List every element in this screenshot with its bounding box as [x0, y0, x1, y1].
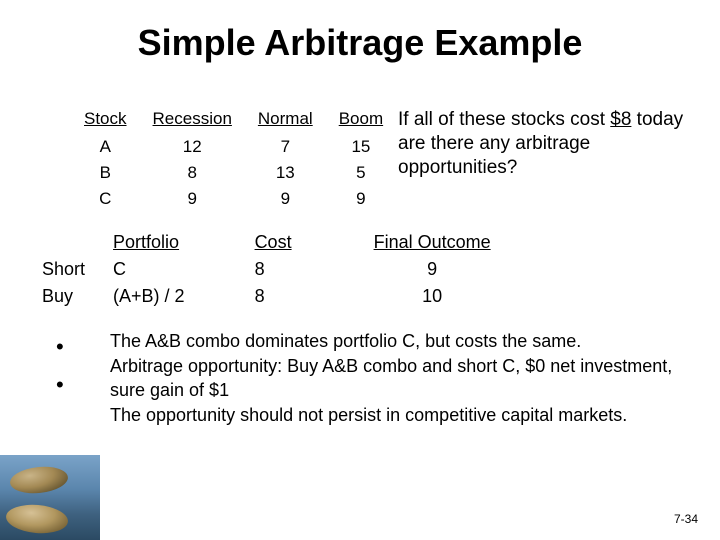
col-portfolio: Portfolio — [113, 232, 179, 252]
cell: 7 — [246, 135, 325, 159]
cell: 9 — [327, 187, 395, 211]
col-outcome: Final Outcome — [374, 232, 491, 252]
col-normal: Normal — [258, 109, 313, 128]
cell: 15 — [327, 135, 395, 159]
pf-action: Short — [34, 257, 103, 282]
decorative-image — [0, 455, 100, 540]
cell: 5 — [327, 161, 395, 185]
bullet-text: Arbitrage opportunity: Buy A&B combo and… — [110, 355, 676, 402]
question-text: If all of these stocks cost $8 today are… — [398, 108, 698, 179]
stone-icon — [9, 464, 69, 496]
cell: A — [72, 135, 139, 159]
question-price: $8 — [610, 109, 631, 130]
slide-title: Simple Arbitrage Example — [0, 0, 720, 64]
portfolio-table: Portfolio Cost Final Outcome Short C 8 9… — [32, 228, 511, 311]
cell: 9 — [141, 187, 244, 211]
bullet-icon: • — [56, 336, 64, 358]
pf-action: Buy — [34, 284, 103, 309]
table-row: C 9 9 9 — [72, 187, 395, 211]
pf-cost: 8 — [205, 284, 342, 309]
bullet-text: The opportunity should not persist in co… — [110, 404, 676, 427]
cell: B — [72, 161, 139, 185]
page-number: 7-34 — [674, 512, 698, 526]
pf-name: C — [105, 257, 203, 282]
col-cost: Cost — [255, 232, 292, 252]
bullet-list: • • • The A&B combo dominates portfolio … — [56, 330, 676, 430]
cell: 8 — [141, 161, 244, 185]
table-row: B 8 13 5 — [72, 161, 395, 185]
pf-cost: 8 — [205, 257, 342, 282]
table-row: Short C 8 9 — [34, 257, 509, 282]
stone-icon — [5, 502, 69, 535]
bullet-text: The A&B combo dominates portfolio C, but… — [110, 330, 676, 353]
cell: 13 — [246, 161, 325, 185]
stock-table: Stock Recession Normal Boom A 12 7 15 B … — [70, 105, 397, 213]
pf-outcome: 10 — [344, 284, 509, 309]
question-line1: If all of these stocks cost — [398, 109, 605, 130]
col-boom: Boom — [339, 109, 383, 128]
bullet-icon: • — [56, 374, 64, 396]
table-row: A 12 7 15 — [72, 135, 395, 159]
table-row: Buy (A+B) / 2 8 10 — [34, 284, 509, 309]
col-stock: Stock — [84, 109, 127, 128]
pf-outcome: 9 — [344, 257, 509, 282]
pf-name: (A+B) / 2 — [105, 284, 203, 309]
col-recession: Recession — [153, 109, 232, 128]
cell: 9 — [246, 187, 325, 211]
cell: 12 — [141, 135, 244, 159]
cell: C — [72, 187, 139, 211]
